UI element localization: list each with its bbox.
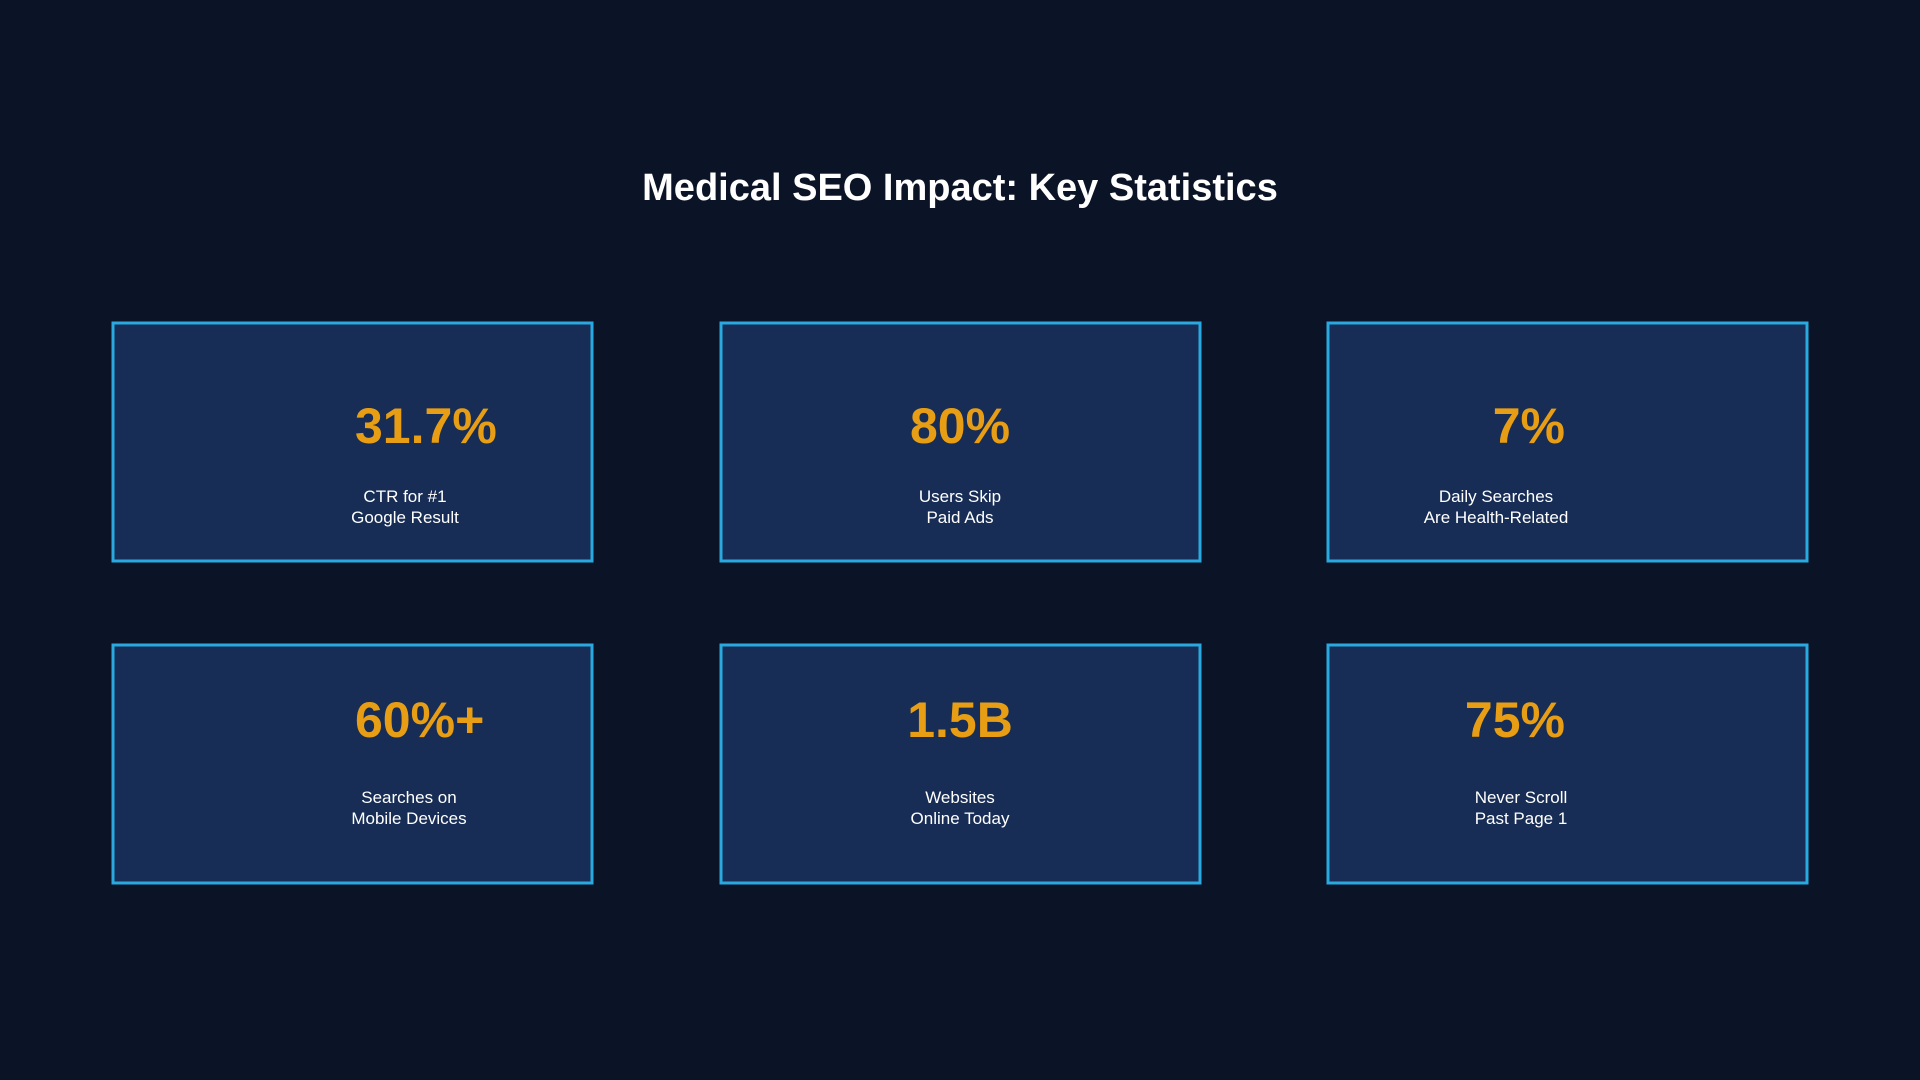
stat-card-paid-ads: 80% Users Skip Paid Ads [719,321,1202,563]
card-background [719,321,1202,563]
stat-label-line: Online Today [911,809,1010,828]
stat-label-line: Paid Ads [926,508,993,527]
stat-card-page-one: 75% Never Scroll Past Page 1 [1326,643,1809,885]
card-background [719,643,1202,885]
stat-label-line: Are Health-Related [1424,508,1569,527]
stat-label-line: Websites [925,788,995,807]
stat-label-line: CTR for #1 [363,487,446,506]
stat-card-mobile: 60%+ Searches on Mobile Devices [111,643,594,885]
stat-card-websites: 1.5B Websites Online Today [719,643,1202,885]
page-title: Medical SEO Impact: Key Statistics [642,167,1278,209]
stat-label-line: Past Page 1 [1475,809,1568,828]
stat-value: 60%+ [355,692,484,748]
stat-value: 75% [1465,692,1565,748]
stat-card-ctr: 31.7% CTR for #1 Google Result [111,321,594,563]
stat-value: 7% [1493,398,1565,454]
stat-label-line: Never Scroll [1475,788,1568,807]
card-background [1326,321,1809,563]
stat-label-line: Google Result [351,508,459,527]
stat-label-line: Searches on [361,788,456,807]
stat-label-line: Users Skip [919,487,1001,506]
stat-label-line: Daily Searches [1439,487,1553,506]
card-background [111,643,594,885]
stat-value: 1.5B [907,692,1013,748]
stat-label-line: Mobile Devices [351,809,466,828]
stat-card-health-searches: 7% Daily Searches Are Health-Related [1326,321,1809,563]
card-background [111,321,594,563]
stat-value: 80% [910,398,1010,454]
card-background [1326,643,1809,885]
stat-value: 31.7% [355,398,497,454]
